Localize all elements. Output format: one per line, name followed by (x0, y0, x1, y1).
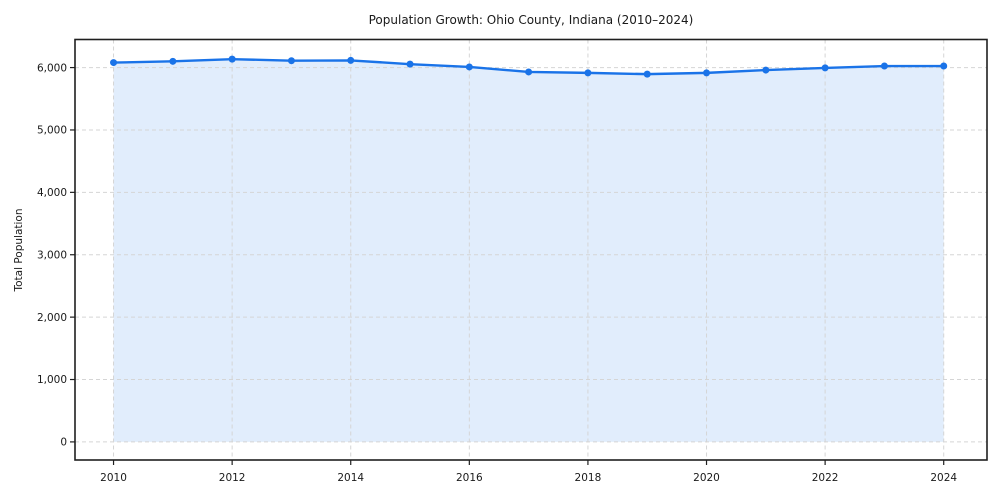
data-point (406, 60, 414, 68)
y-tick-label: 0 (60, 437, 67, 449)
plot-background (75, 39, 987, 460)
x-tick-label: 2020 (693, 472, 720, 484)
x-tick-label: 2014 (337, 472, 364, 484)
y-tick-label: 1,000 (37, 374, 67, 386)
data-point (762, 66, 770, 74)
x-tick-label: 2012 (219, 472, 246, 484)
data-point (643, 70, 651, 78)
data-point (228, 55, 236, 63)
x-tick-label: 2018 (575, 472, 602, 484)
data-point (880, 62, 888, 70)
x-tick-label: 2016 (456, 472, 483, 484)
y-axis-label: Total Population (13, 208, 25, 292)
y-tick-label: 6,000 (37, 62, 67, 74)
data-point (940, 62, 948, 70)
x-tick-label: 2010 (100, 472, 127, 484)
data-point (110, 59, 118, 67)
data-point (465, 63, 473, 71)
data-point (169, 57, 177, 65)
y-tick-label: 5,000 (37, 125, 67, 137)
chart-title: Population Growth: Ohio County, Indiana … (368, 13, 694, 27)
axes-spines (74, 38, 988, 461)
area-fill (113, 59, 944, 442)
data-point (703, 69, 711, 77)
x-tick-label: 2022 (812, 472, 839, 484)
x-tick-label: 2024 (930, 472, 957, 484)
y-tick-label: 2,000 (37, 312, 67, 324)
data-point (525, 68, 533, 76)
data-point (584, 69, 592, 77)
data-point (821, 64, 829, 72)
y-tick-label: 3,000 (37, 249, 67, 261)
data-point (287, 57, 295, 65)
data-point (347, 56, 355, 64)
y-tick-label: 4,000 (37, 187, 67, 199)
